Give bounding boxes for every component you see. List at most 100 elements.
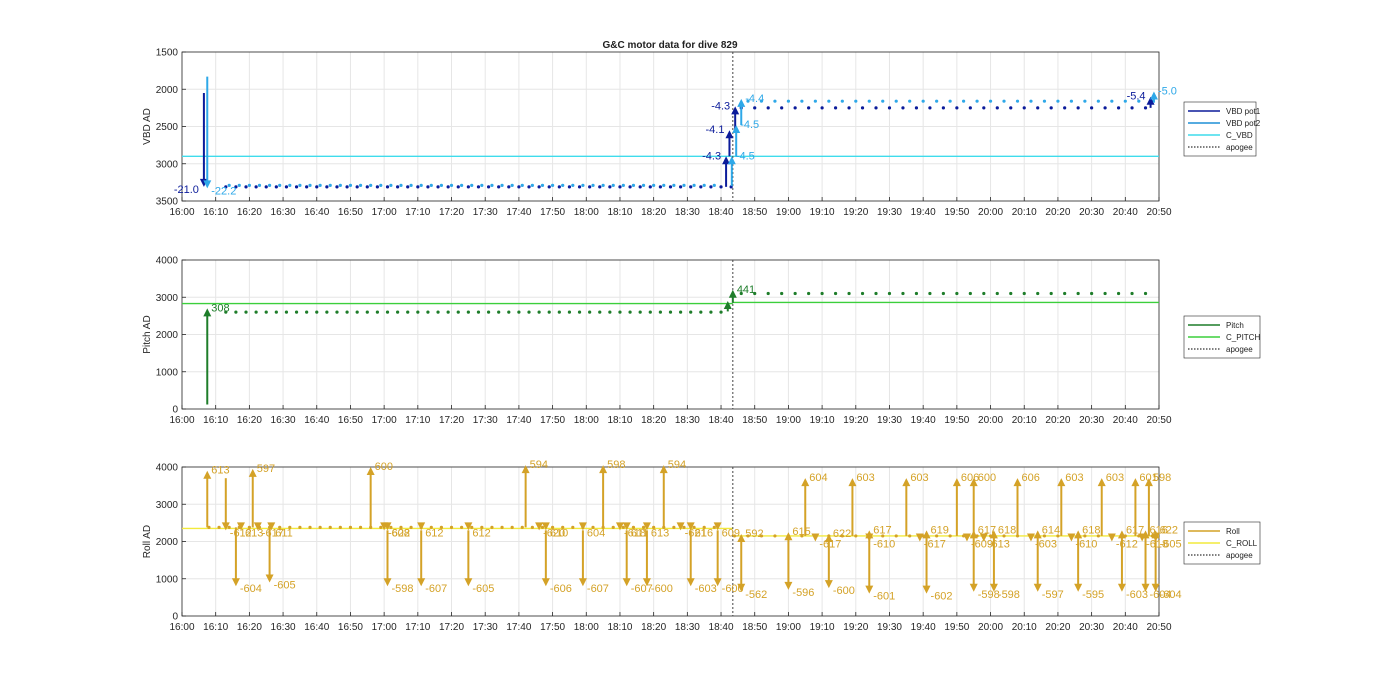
data-point xyxy=(1090,291,1094,296)
arrow-head xyxy=(659,465,668,474)
data-point xyxy=(399,525,403,529)
data-point xyxy=(510,525,514,529)
data-point xyxy=(264,185,268,189)
data-point xyxy=(345,310,349,314)
data-point xyxy=(1083,99,1087,103)
data-label: -597 xyxy=(1042,589,1064,601)
data-point xyxy=(679,185,683,189)
x-tick-label: 18:40 xyxy=(709,622,734,633)
arrow-head xyxy=(203,470,212,479)
data-point xyxy=(621,525,625,529)
data-point xyxy=(308,183,312,187)
arrow-head xyxy=(236,522,245,531)
arrow-head xyxy=(676,522,685,531)
x-tick-label: 16:20 xyxy=(237,415,262,426)
data-point xyxy=(682,525,686,529)
arrow-head xyxy=(535,522,544,531)
data-label: -22.2 xyxy=(211,185,236,197)
data-point xyxy=(557,310,561,314)
data-label: -4.5 xyxy=(740,119,759,131)
data-point xyxy=(1063,291,1067,296)
arrow-head xyxy=(865,530,874,539)
data-label: -607 xyxy=(425,583,447,595)
arrow-head xyxy=(267,522,276,531)
data-label: -596 xyxy=(792,587,814,599)
data-point xyxy=(982,106,986,110)
x-tick-label: 18:30 xyxy=(675,207,700,218)
data-label: 601 xyxy=(1139,472,1157,484)
data-point xyxy=(355,185,359,189)
data-point xyxy=(689,185,693,189)
data-label: -604 xyxy=(1160,589,1182,601)
data-label: -602 xyxy=(931,591,953,603)
x-tick-label: 20:40 xyxy=(1113,207,1138,218)
data-point xyxy=(1056,99,1060,103)
data-point xyxy=(561,525,565,529)
data-point xyxy=(348,525,353,529)
data-label: 603 xyxy=(1065,472,1083,484)
data-point xyxy=(227,525,231,529)
data-point xyxy=(1083,534,1087,538)
x-tick-label: 20:50 xyxy=(1146,207,1171,218)
x-tick-label: 16:40 xyxy=(304,415,329,426)
data-point xyxy=(1056,534,1060,538)
data-point xyxy=(244,185,248,189)
data-point xyxy=(793,291,797,296)
data-point xyxy=(325,185,329,189)
data-label: 600 xyxy=(978,472,996,484)
data-point xyxy=(887,106,892,110)
data-point xyxy=(739,291,743,296)
data-point xyxy=(550,183,555,187)
x-tick-label: 18:00 xyxy=(574,622,599,633)
x-tick-label: 18:20 xyxy=(641,415,666,426)
data-label: 618 xyxy=(1082,524,1100,536)
data-point xyxy=(480,525,484,529)
data-label: -600 xyxy=(833,585,855,597)
data-point xyxy=(732,534,737,538)
data-point xyxy=(854,534,858,538)
x-tick-label: 16:30 xyxy=(271,622,296,633)
arrow-head xyxy=(902,478,911,487)
x-tick-label: 16:40 xyxy=(304,622,329,633)
arrow-head xyxy=(253,522,262,531)
data-point xyxy=(446,185,450,189)
data-point xyxy=(490,525,494,529)
data-point xyxy=(315,185,319,189)
data-point xyxy=(591,183,595,187)
data-label: -609 xyxy=(971,539,993,551)
arrow-head xyxy=(989,583,998,592)
data-point xyxy=(294,185,299,189)
arrow-head xyxy=(811,533,820,542)
data-point xyxy=(1009,291,1013,296)
arrow-head xyxy=(713,578,722,587)
x-tick-label: 17:20 xyxy=(439,207,464,218)
data-point xyxy=(1036,291,1040,296)
data-point xyxy=(1103,291,1107,296)
data-label: 613 xyxy=(245,527,263,539)
x-tick-label: 17:30 xyxy=(473,415,498,426)
data-label: -595 xyxy=(1082,589,1104,601)
data-point xyxy=(638,185,642,189)
data-point xyxy=(318,183,322,187)
data-point xyxy=(1015,99,1020,103)
arrow-head xyxy=(1074,583,1083,592)
data-point xyxy=(527,310,531,314)
x-tick-label: 17:10 xyxy=(405,415,430,426)
data-label: 617 xyxy=(978,524,996,536)
data-point xyxy=(510,183,514,187)
panel-3: 16:00 16:10 16:20 16:30 16:40 16:50 17:00 17:10… xyxy=(142,459,1261,633)
data-point xyxy=(547,185,551,189)
data-label: -617 xyxy=(262,527,284,539)
data-point xyxy=(278,525,282,529)
data-point xyxy=(369,183,373,187)
data-point xyxy=(460,525,464,529)
x-tick-label: 19:10 xyxy=(810,622,835,633)
y-axis-label: VBD AD xyxy=(142,108,153,145)
data-label: -622 xyxy=(388,527,410,539)
x-tick-label: 20:30 xyxy=(1079,622,1104,633)
x-tick-label: 16:20 xyxy=(237,207,262,218)
x-tick-label: 19:20 xyxy=(843,207,868,218)
data-point xyxy=(652,525,656,529)
data-label: 617 xyxy=(873,524,891,536)
data-point xyxy=(540,183,545,187)
